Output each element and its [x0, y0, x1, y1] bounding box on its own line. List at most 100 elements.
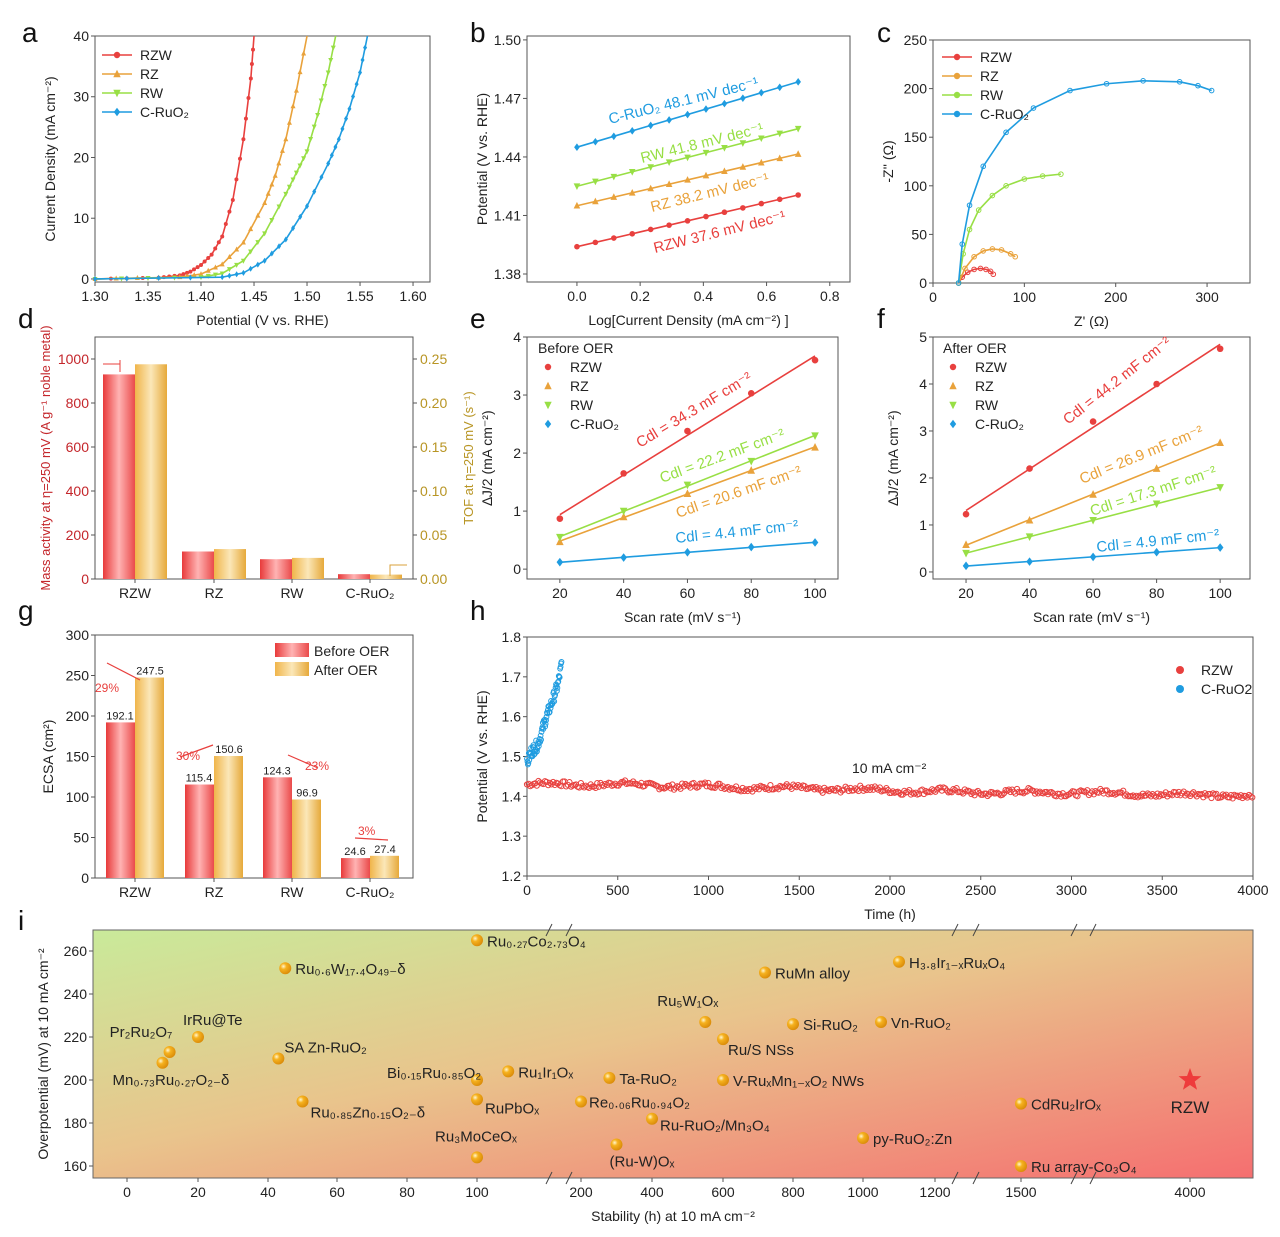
- data-marker: [962, 510, 970, 518]
- data-point-rzw: [546, 779, 553, 786]
- legend-label: RW: [975, 397, 999, 413]
- data-point-rzw: [876, 784, 883, 791]
- data-marker: [683, 489, 692, 497]
- legend-marker: [949, 401, 957, 410]
- data-point-ball: [1015, 1160, 1027, 1172]
- data-marker: [556, 557, 564, 567]
- y-tick-label: 0: [81, 271, 89, 287]
- y-axis-title: ∆J/2 (mA cm⁻²): [479, 410, 495, 505]
- plot-frame: [526, 336, 839, 580]
- data-marker: [721, 209, 728, 216]
- legend-marker: [949, 363, 957, 371]
- catalyst-label: IrRu@Te: [183, 1012, 242, 1029]
- data-marker: [574, 143, 580, 151]
- panel-label: i: [18, 905, 24, 936]
- fit-curve: [957, 267, 994, 284]
- x-tick-label: 0: [123, 1184, 131, 1200]
- data-point-c-ruo2: [546, 709, 553, 715]
- y-tick-label: 100: [904, 178, 928, 194]
- data-point-rzw: [1188, 790, 1195, 797]
- data-marker: [360, 57, 365, 64]
- data-marker: [234, 177, 239, 182]
- data-marker: [283, 236, 288, 243]
- x-tick-label: 1.45: [240, 288, 267, 304]
- data-marker: [556, 515, 564, 522]
- y-tick-label: 220: [64, 1029, 88, 1045]
- data-point: [1103, 80, 1110, 87]
- data-marker: [251, 47, 256, 52]
- bar-before-oer: [341, 858, 370, 878]
- data-marker: [297, 163, 303, 169]
- data-point: [983, 266, 989, 273]
- y-tick-label: 0: [919, 564, 927, 580]
- panel-label: h: [470, 595, 486, 626]
- data-marker: [1089, 516, 1097, 525]
- percent-change-label: 23%: [305, 759, 329, 773]
- data-point-c-ruo2: [556, 674, 563, 681]
- data-marker: [277, 243, 282, 250]
- data-marker: [629, 230, 636, 237]
- axis-break-mark: [545, 923, 553, 937]
- legend-label: RW: [140, 85, 164, 101]
- data-marker: [702, 171, 710, 179]
- data-marker: [740, 205, 746, 211]
- y2-axis-title: TOF at η=250 mV (s⁻¹): [461, 391, 476, 524]
- catalyst-label: Si-RuO₂: [803, 1017, 858, 1034]
- legend-label: RZW: [1201, 662, 1234, 678]
- data-marker: [209, 252, 214, 257]
- data-marker: [739, 140, 747, 147]
- catalyst-label: Ru₀.₈₅Zn₀.₁₅O₂₋δ: [311, 1105, 426, 1122]
- cdl-annotation: Cdl = 34.3 mF cm⁻²: [633, 369, 755, 451]
- fit-curve: [957, 173, 1061, 284]
- data-marker: [684, 427, 691, 435]
- y-tick-label: 50: [73, 830, 89, 846]
- data-marker: [188, 274, 193, 281]
- cdl-annotation: Cdl = 4.4 mF cm⁻²: [675, 517, 799, 547]
- axis-break-mark: [951, 1171, 959, 1185]
- data-point-rzw: [920, 790, 928, 798]
- y-tick-label: 4: [919, 376, 927, 392]
- data-marker: [241, 269, 246, 276]
- data-marker: [776, 196, 783, 203]
- data-point-rzw: [1234, 792, 1241, 799]
- x-tick-label: 0.8: [820, 288, 840, 304]
- data-marker: [265, 190, 271, 196]
- category-label: C-RuO₂: [346, 585, 395, 601]
- x-tick-label: 800: [781, 1184, 805, 1200]
- data-marker: [326, 160, 331, 167]
- data-marker: [246, 95, 251, 100]
- y-tick-label: 0: [513, 561, 521, 577]
- data-marker: [230, 198, 235, 202]
- category-label: RZW: [119, 585, 152, 601]
- axis-break-mark: [1070, 1171, 1078, 1185]
- data-point-rzw: [1231, 791, 1238, 798]
- data-marker: [206, 255, 211, 260]
- legend-marker: [953, 91, 961, 99]
- data-point-rzw: [752, 785, 759, 792]
- data-marker: [227, 272, 232, 279]
- bar-after-oer: [292, 799, 321, 878]
- data-marker: [747, 389, 755, 397]
- data-marker: [269, 250, 274, 257]
- catalyst-label: Ru/S NSs: [728, 1042, 794, 1059]
- plot-frame: [932, 39, 1251, 284]
- legend-marker: [953, 110, 961, 118]
- data-marker: [721, 99, 728, 108]
- y-tick-label: 260: [64, 943, 88, 959]
- data-marker: [620, 553, 627, 562]
- data-point: [959, 241, 966, 247]
- bar-value-label: 24.6: [344, 846, 365, 858]
- data-marker: [776, 154, 784, 162]
- catalyst-label: Ru₁Ir₁Oₓ: [518, 1064, 573, 1081]
- y-tick-label: 1: [513, 503, 521, 519]
- change-arrow: [287, 754, 319, 769]
- data-marker: [315, 112, 321, 118]
- data-marker: [776, 83, 783, 92]
- bar-value-label: 247.5: [136, 666, 164, 678]
- legend-marker: [544, 381, 552, 390]
- y-tick-label: 1.6: [502, 709, 522, 725]
- y-tick-label: 200: [64, 1072, 88, 1088]
- data-marker: [291, 225, 296, 232]
- x-tick-label: 1.60: [399, 288, 426, 304]
- change-arrow: [179, 744, 214, 758]
